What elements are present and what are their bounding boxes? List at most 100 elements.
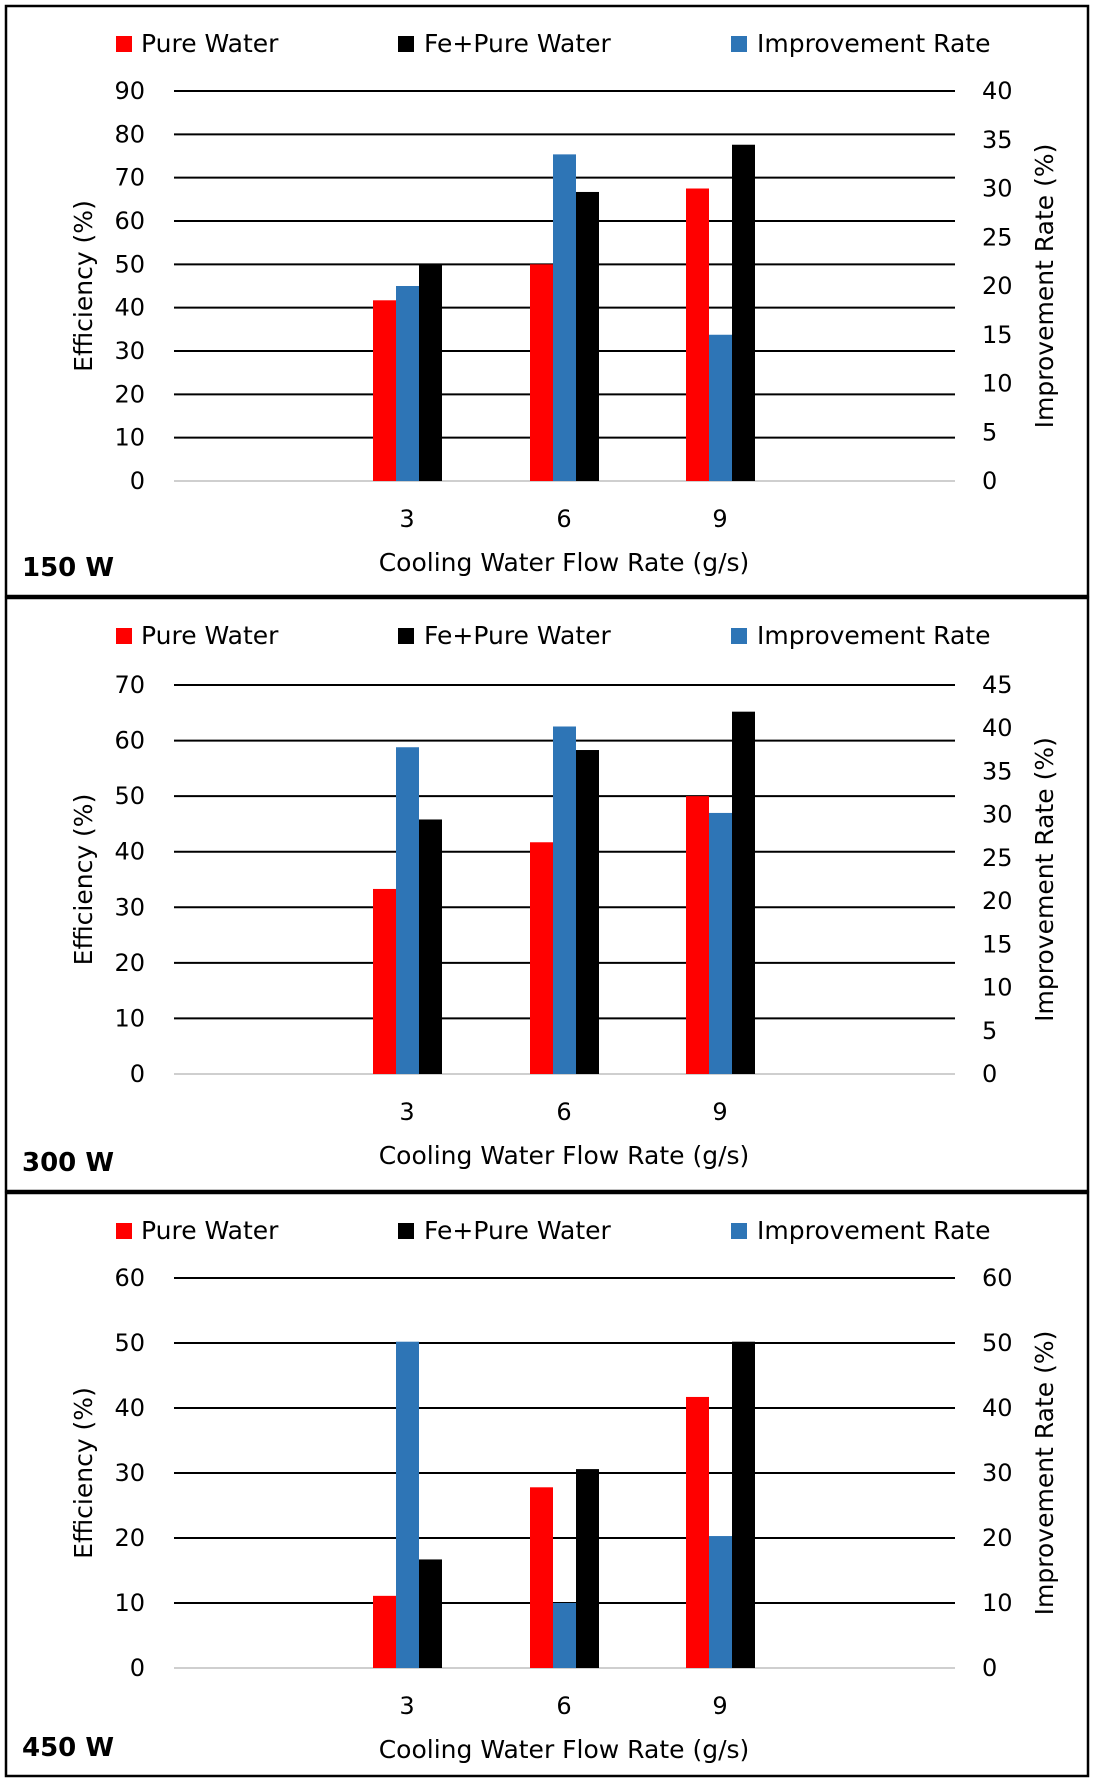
y2-tick-label: 45 — [982, 671, 1013, 699]
bar-pure-water — [686, 1396, 709, 1668]
legend-label: Improvement Rate — [757, 29, 990, 58]
bar-pure-water — [530, 842, 553, 1074]
y2-tick-label: 50 — [982, 1329, 1013, 1357]
y2-tick-label: 10 — [982, 370, 1013, 398]
x-tick-label: 9 — [712, 505, 727, 533]
y-tick-label: 40 — [114, 838, 145, 866]
y-axis-title: Efficiency (%) — [69, 1387, 98, 1559]
legend-label: Pure Water — [141, 1216, 279, 1245]
y-tick-label: 30 — [114, 1459, 145, 1487]
y-tick-label: 10 — [114, 1589, 145, 1617]
y2-tick-label: 10 — [982, 974, 1013, 1002]
x-tick-label: 9 — [712, 1098, 727, 1126]
y-tick-label: 60 — [114, 727, 145, 755]
y-tick-label: 30 — [114, 337, 145, 365]
x-tick-label: 6 — [556, 1098, 571, 1126]
y-axis-title: Efficiency (%) — [69, 794, 98, 966]
y2-axis-title: Improvement Rate (%) — [1030, 737, 1059, 1022]
panel-300w: 0 10 20 30 40 50 60 70 0 5 10 15 20 25 30 35 40 45 3 6 9 Cool… — [4, 596, 1090, 1193]
legend-label: Pure Water — [141, 29, 279, 58]
y-tick-label: 40 — [114, 294, 145, 322]
y-tick-label: 30 — [114, 893, 145, 921]
y-tick-label: 20 — [114, 380, 145, 408]
bar-fe-pure-water — [419, 819, 442, 1074]
y2-tick-label: 5 — [982, 1017, 997, 1045]
bar-pure-water — [686, 188, 709, 481]
y2-tick-label: 30 — [982, 1459, 1013, 1487]
bar-fe-pure-water — [419, 1559, 442, 1668]
y-tick-label: 70 — [114, 671, 145, 699]
y-tick-label: 60 — [114, 1264, 145, 1292]
bar-improvement-rate — [396, 747, 419, 1074]
panel-150w: 0 10 20 30 40 50 60 70 80 90 0 5 10 15 20 25 30 35 40 3 6 9 Co… — [4, 4, 1090, 598]
x-axis-title: Cooling Water Flow Rate (g/s) — [379, 1141, 750, 1170]
bar-pure-water — [373, 1595, 396, 1668]
bar-fe-pure-water — [732, 711, 755, 1074]
y-tick-label: 70 — [114, 164, 145, 192]
legend-swatch — [398, 1223, 414, 1239]
y-tick-label: 50 — [114, 1329, 145, 1357]
y2-tick-label: 10 — [982, 1589, 1013, 1617]
legend-swatch — [731, 36, 747, 52]
legend-label: Fe+Pure Water — [424, 29, 612, 58]
y2-tick-label: 25 — [982, 844, 1013, 872]
bar-improvement-rate — [396, 1341, 419, 1668]
bar-pure-water — [686, 796, 709, 1074]
bar-fe-pure-water — [732, 1341, 755, 1668]
y-tick-label: 10 — [114, 424, 145, 452]
x-axis-title: Cooling Water Flow Rate (g/s) — [379, 1735, 750, 1764]
y-tick-label: 80 — [114, 120, 145, 148]
bar-pure-water — [530, 1487, 553, 1668]
y2-tick-label: 35 — [982, 126, 1013, 154]
y-tick-label: 10 — [114, 1004, 145, 1032]
y2-tick-label: 20 — [982, 1524, 1013, 1552]
y2-tick-label: 0 — [982, 1654, 997, 1682]
panel-label: 150 W — [22, 553, 114, 583]
bar-improvement-rate — [396, 286, 419, 481]
legend-label: Pure Water — [141, 621, 279, 650]
y2-tick-label: 60 — [982, 1264, 1013, 1292]
bar-fe-pure-water — [576, 191, 599, 481]
y2-tick-label: 30 — [982, 175, 1013, 203]
y-tick-label: 0 — [130, 1060, 145, 1088]
y-axis-title: Efficiency (%) — [69, 200, 98, 372]
bar-improvement-rate — [709, 812, 732, 1074]
bar-pure-water — [530, 264, 553, 481]
legend-swatch — [398, 628, 414, 644]
y2-tick-label: 35 — [982, 757, 1013, 785]
bar-improvement-rate — [553, 1603, 576, 1668]
y2-tick-label: 40 — [982, 714, 1013, 742]
bar-fe-pure-water — [576, 750, 599, 1074]
y-tick-label: 20 — [114, 949, 145, 977]
x-tick-label: 9 — [712, 1692, 727, 1720]
legend-swatch — [398, 36, 414, 52]
panel-label: 300 W — [22, 1148, 114, 1178]
y2-axis-title: Improvement Rate (%) — [1030, 1331, 1059, 1616]
y-tick-label: 40 — [114, 1394, 145, 1422]
legend-label: Improvement Rate — [757, 621, 990, 650]
y2-tick-label: 15 — [982, 321, 1013, 349]
y2-tick-label: 25 — [982, 223, 1013, 251]
x-tick-label: 6 — [556, 505, 571, 533]
x-axis-title: Cooling Water Flow Rate (g/s) — [379, 548, 750, 577]
bar-improvement-rate — [553, 726, 576, 1074]
y2-tick-label: 40 — [982, 77, 1013, 105]
legend-swatch — [731, 1223, 747, 1239]
legend-label: Fe+Pure Water — [424, 1216, 612, 1245]
bar-fe-pure-water — [419, 264, 442, 481]
panel-border — [4, 1191, 1090, 1778]
y2-tick-label: 15 — [982, 930, 1013, 958]
y-tick-label: 60 — [114, 207, 145, 235]
panel-label: 450 W — [22, 1733, 114, 1763]
y-tick-label: 90 — [114, 77, 145, 105]
y2-tick-label: 20 — [982, 887, 1013, 915]
x-tick-label: 6 — [556, 1692, 571, 1720]
y2-tick-label: 0 — [982, 1060, 997, 1088]
y2-tick-label: 30 — [982, 801, 1013, 829]
bar-improvement-rate — [709, 334, 732, 481]
bar-fe-pure-water — [576, 1469, 599, 1668]
x-tick-label: 3 — [399, 1692, 414, 1720]
legend-label: Fe+Pure Water — [424, 621, 612, 650]
x-tick-label: 3 — [399, 1098, 414, 1126]
